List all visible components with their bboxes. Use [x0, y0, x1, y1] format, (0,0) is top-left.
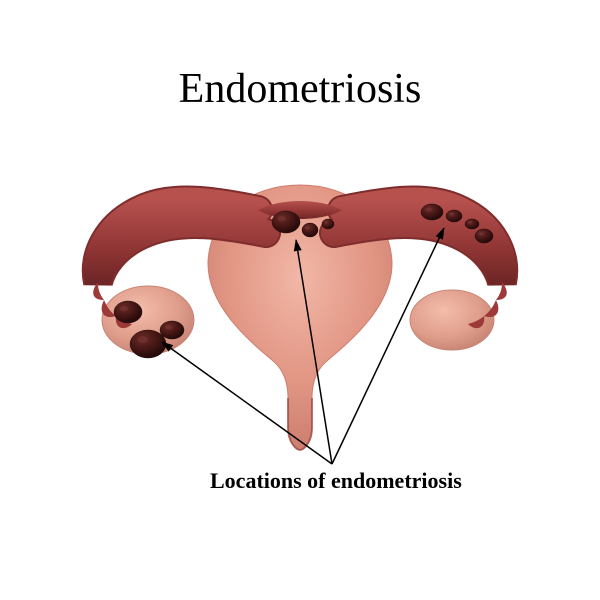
anatomy-illustration — [0, 0, 600, 600]
